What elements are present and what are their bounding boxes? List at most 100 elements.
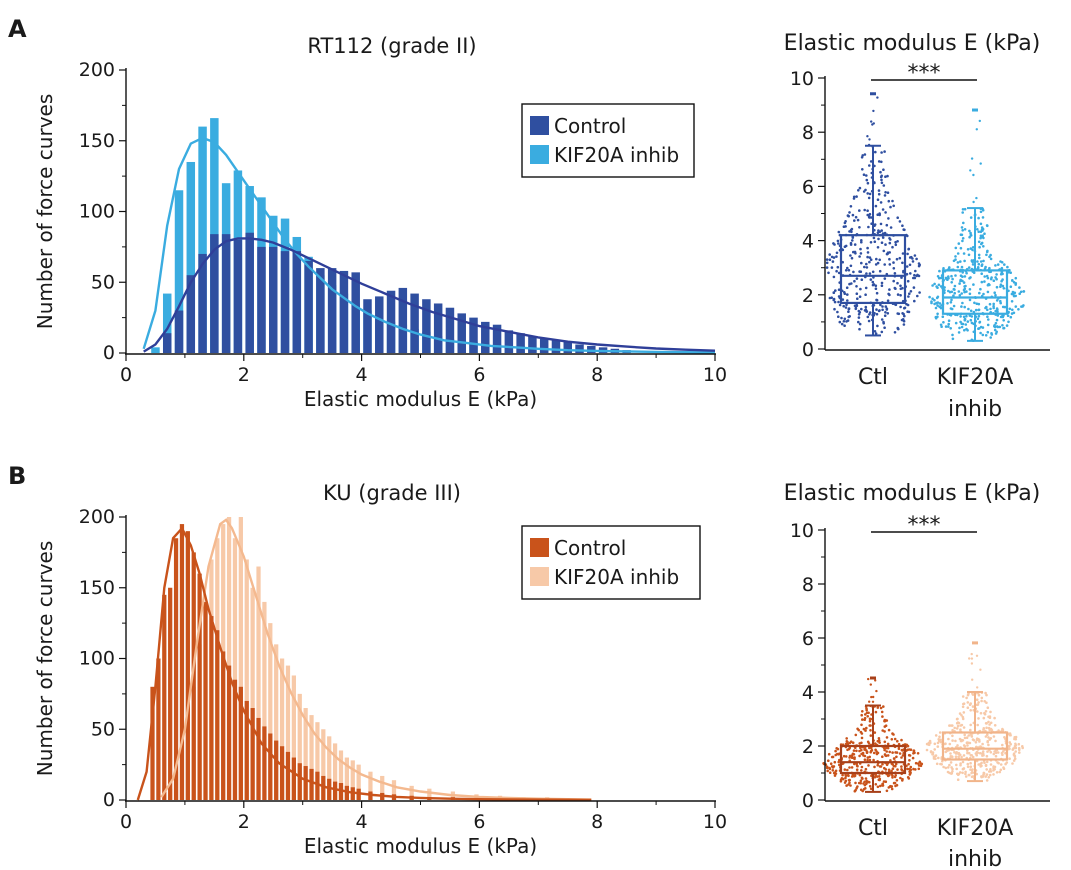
box-a-point-0 (880, 241, 884, 244)
box-a-point-0 (866, 213, 869, 217)
hist-a-bar-1 (269, 246, 278, 353)
box-a-point-1 (934, 306, 938, 310)
box-b-point-1 (992, 735, 996, 738)
box-a-point-1 (962, 281, 966, 284)
box-a-point-0 (842, 320, 846, 323)
box-a-point-0 (825, 261, 829, 265)
box-a-point-0 (888, 288, 891, 291)
hist-b-bar-1 (168, 587, 173, 800)
box-a-point-1 (1006, 265, 1009, 269)
box-a-point-0 (860, 156, 864, 159)
hist-b-bar-0 (250, 587, 255, 800)
box-b-point-1 (989, 768, 992, 771)
box-a-y-tick-label: 6 (802, 176, 814, 198)
box-b-point-0 (836, 747, 840, 751)
box-a-point-1 (985, 224, 989, 227)
box-a-point-0 (866, 209, 869, 212)
box-b-point-1 (965, 696, 968, 700)
box-b-point-0 (831, 755, 835, 759)
box-a-point-0 (882, 168, 885, 171)
box-b-point-1 (928, 739, 932, 743)
box-a-point-0 (899, 294, 902, 297)
box-b-point-1 (975, 698, 979, 701)
box-a-point-0 (887, 217, 890, 220)
box-b-point-0 (854, 781, 857, 785)
box-a-point-1 (965, 271, 968, 275)
box-b-point-1 (948, 763, 951, 767)
box-a-point-0 (868, 212, 872, 216)
box-a-point-1 (1022, 290, 1025, 293)
box-a-point-0 (907, 310, 911, 314)
box-a-point-0 (883, 194, 887, 197)
box-b-outlier-0 (874, 679, 877, 682)
box-a-point-1 (961, 279, 964, 283)
box-a-point-1 (961, 322, 965, 326)
box-a-point-0 (892, 267, 896, 270)
box-b-point-0 (879, 706, 883, 710)
hist-a-bar-1 (186, 275, 196, 353)
box-b-point-1 (963, 733, 966, 737)
box-b-point-0 (881, 762, 884, 766)
box-a-point-0 (901, 252, 905, 255)
box-b-point-1 (955, 727, 959, 730)
hist-a-legend-box (521, 103, 695, 178)
box-b-point-1 (948, 771, 951, 775)
box-b-point-1 (1011, 762, 1014, 765)
box-b-point-0 (862, 727, 866, 731)
box-a-point-0 (855, 285, 858, 288)
box-b-point-1 (1017, 742, 1021, 746)
box-b-point-0 (869, 729, 872, 732)
hist-b-legend-label-0: Control (554, 536, 626, 560)
box-a-point-1 (951, 277, 954, 281)
box-b-point-0 (860, 748, 863, 752)
box-a-point-0 (901, 312, 904, 315)
box-a-point-1 (957, 331, 961, 334)
box-a-point-1 (960, 305, 963, 308)
box-a-point-0 (898, 256, 902, 260)
hist-a-fit-curve-1 (143, 237, 716, 353)
box-b-point-0 (876, 763, 879, 767)
box-a-point-1 (962, 288, 966, 292)
box-b-point-1 (989, 721, 993, 725)
hist-a-bar-1 (492, 324, 502, 353)
hist-b-bar-0 (368, 771, 373, 800)
box-b-point-0 (848, 766, 851, 769)
box-a-point-0 (896, 293, 900, 296)
box-a-point-0 (874, 263, 878, 266)
hist-a-bar-1 (563, 341, 572, 353)
box-a-box-0 (839, 234, 907, 305)
box-b-point-1 (1008, 757, 1011, 760)
hist-b-bar-1 (268, 733, 273, 800)
box-a-point-0 (872, 236, 876, 240)
box-a-outlier-1 (972, 200, 975, 204)
hist-a-x-tick-label: 0 (120, 364, 132, 386)
box-b-point-0 (856, 764, 859, 768)
box-b-point-1 (987, 720, 990, 724)
box-b-point-0 (873, 742, 877, 745)
box-a-point-0 (881, 208, 885, 211)
box-a-point-0 (908, 263, 912, 267)
box-a-point-1 (963, 275, 967, 278)
box-a-point-0 (873, 240, 877, 243)
box-a-point-0 (876, 213, 879, 216)
box-b-point-1 (961, 771, 964, 775)
box-b-point-1 (946, 766, 950, 769)
box-b-point-1 (936, 745, 940, 748)
box-a-y-tick-label: 0 (802, 339, 814, 361)
hist-a-bar-1 (445, 307, 455, 353)
box-a-point-1 (1002, 287, 1006, 290)
box-a-point-0 (894, 287, 897, 291)
box-b-point-1 (971, 755, 975, 759)
box-a-point-1 (978, 256, 981, 260)
box-a-point-0 (907, 295, 910, 298)
box-b-point-0 (865, 708, 868, 712)
box-b-point-0 (876, 706, 880, 709)
box-b-point-1 (935, 762, 939, 766)
box-a-point-0 (868, 256, 872, 259)
box-a-point-0 (847, 307, 851, 310)
box-b-outlier-1 (976, 686, 979, 689)
box-a-point-0 (868, 311, 872, 314)
box-a-point-1 (1005, 324, 1009, 327)
hist-a-x-tick-label: 6 (473, 364, 485, 386)
box-b-point-1 (964, 775, 968, 778)
